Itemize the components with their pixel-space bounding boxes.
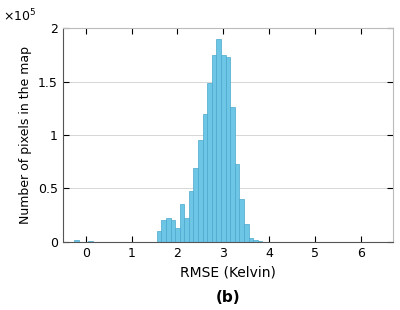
Bar xyxy=(216,39,221,242)
Bar xyxy=(253,240,258,242)
Bar xyxy=(175,228,180,242)
Bar xyxy=(194,168,198,242)
Bar xyxy=(184,218,189,242)
Text: $\times 10^5$: $\times 10^5$ xyxy=(3,7,37,24)
Bar xyxy=(161,220,166,242)
Bar xyxy=(203,114,207,242)
Bar xyxy=(157,231,161,242)
Bar xyxy=(88,241,92,242)
Bar xyxy=(230,107,235,242)
Bar xyxy=(258,241,262,242)
Bar xyxy=(212,55,216,242)
Y-axis label: Number of pixels in the map: Number of pixels in the map xyxy=(19,46,32,224)
Text: (b): (b) xyxy=(216,290,240,304)
Bar xyxy=(170,220,175,242)
Bar xyxy=(226,57,230,242)
Bar xyxy=(221,55,226,242)
Bar xyxy=(248,237,253,242)
Bar xyxy=(239,199,244,242)
Bar xyxy=(198,140,203,242)
Bar xyxy=(189,191,194,242)
Bar xyxy=(166,218,170,242)
Bar xyxy=(74,240,79,242)
Bar xyxy=(180,204,184,242)
X-axis label: RMSE (Kelvin): RMSE (Kelvin) xyxy=(180,265,276,279)
Bar xyxy=(244,224,248,242)
Bar xyxy=(207,83,212,242)
Bar xyxy=(235,164,239,242)
